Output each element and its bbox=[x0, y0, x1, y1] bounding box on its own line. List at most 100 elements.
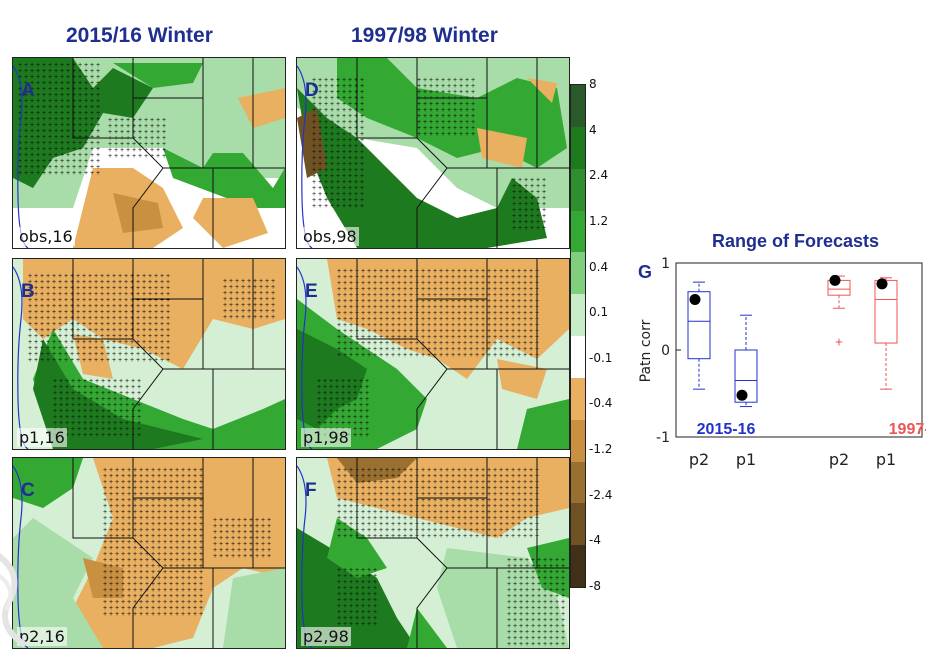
significance-marker: + bbox=[435, 107, 439, 114]
significance-marker: + bbox=[409, 292, 413, 299]
significance-marker: + bbox=[66, 164, 70, 171]
significance-marker: + bbox=[169, 557, 173, 564]
significance-marker: + bbox=[317, 396, 321, 403]
significance-marker: + bbox=[76, 345, 80, 352]
significance-marker: + bbox=[511, 497, 515, 504]
significance-marker: + bbox=[349, 352, 353, 359]
significance-marker: + bbox=[84, 104, 88, 111]
significance-marker: + bbox=[459, 101, 463, 108]
significance-marker: + bbox=[417, 77, 421, 84]
significance-marker: + bbox=[513, 605, 517, 612]
significance-marker: + bbox=[555, 599, 559, 606]
significance-marker: + bbox=[529, 346, 533, 353]
observed-value-dot bbox=[876, 278, 888, 290]
significance-marker: + bbox=[373, 615, 377, 622]
significance-marker: + bbox=[348, 155, 352, 162]
significance-marker: + bbox=[243, 529, 247, 536]
significance-marker: + bbox=[160, 351, 164, 358]
significance-marker: + bbox=[518, 177, 522, 184]
significance-marker: + bbox=[267, 535, 271, 542]
significance-marker: + bbox=[225, 529, 229, 536]
significance-marker: + bbox=[53, 420, 57, 427]
significance-marker: + bbox=[112, 279, 116, 286]
significance-marker: + bbox=[517, 527, 521, 534]
significance-marker: + bbox=[469, 491, 473, 498]
significance-marker: + bbox=[361, 521, 365, 528]
significance-marker: + bbox=[88, 339, 92, 346]
significance-marker: + bbox=[354, 137, 358, 144]
significance-marker: + bbox=[94, 273, 98, 280]
significance-marker: + bbox=[193, 521, 197, 528]
significance-marker: + bbox=[318, 185, 322, 192]
significance-marker: + bbox=[347, 384, 351, 391]
significance-marker: + bbox=[354, 149, 358, 156]
significance-marker: + bbox=[427, 286, 431, 293]
significance-marker: + bbox=[337, 268, 341, 275]
significance-marker: + bbox=[132, 153, 136, 160]
precip-region bbox=[13, 58, 153, 188]
significance-marker: + bbox=[154, 315, 158, 322]
significance-marker: + bbox=[499, 328, 503, 335]
significance-marker: + bbox=[397, 274, 401, 281]
significance-marker: + bbox=[142, 357, 146, 364]
significance-marker: + bbox=[361, 310, 365, 317]
significance-marker: + bbox=[439, 268, 443, 275]
significance-marker: + bbox=[511, 310, 515, 317]
significance-marker: + bbox=[493, 346, 497, 353]
significance-marker: + bbox=[64, 339, 68, 346]
significance-marker: + bbox=[213, 529, 217, 536]
significance-marker: + bbox=[403, 533, 407, 540]
significance-marker: + bbox=[531, 569, 535, 576]
significance-marker: + bbox=[429, 77, 433, 84]
significance-marker: + bbox=[519, 617, 523, 624]
significance-marker: + bbox=[70, 315, 74, 322]
significance-marker: + bbox=[499, 304, 503, 311]
significance-marker: + bbox=[361, 515, 365, 522]
significance-marker: + bbox=[187, 581, 191, 588]
significance-marker: + bbox=[78, 146, 82, 153]
significance-marker: + bbox=[481, 328, 485, 335]
significance-marker: + bbox=[136, 303, 140, 310]
significance-marker: + bbox=[343, 609, 347, 616]
significance-marker: + bbox=[373, 515, 377, 522]
significance-marker: + bbox=[82, 291, 86, 298]
significance-marker: + bbox=[385, 286, 389, 293]
significance-marker: + bbox=[555, 587, 559, 594]
significance-marker: + bbox=[151, 533, 155, 540]
significance-marker: + bbox=[463, 479, 467, 486]
significance-marker: + bbox=[76, 291, 80, 298]
significance-marker: + bbox=[342, 179, 346, 186]
significance-marker: + bbox=[95, 402, 99, 409]
significance-marker: + bbox=[70, 351, 74, 358]
significance-marker: + bbox=[531, 575, 535, 582]
significance-marker: + bbox=[131, 402, 135, 409]
significance-marker: + bbox=[537, 587, 541, 594]
significance-marker: + bbox=[160, 321, 164, 328]
significance-marker: + bbox=[60, 80, 64, 87]
significance-marker: + bbox=[343, 334, 347, 341]
significance-marker: + bbox=[433, 340, 437, 347]
significance-marker: + bbox=[439, 340, 443, 347]
significance-marker: + bbox=[151, 467, 155, 474]
significance-marker: + bbox=[317, 378, 321, 385]
precip-region bbox=[297, 329, 367, 429]
significance-marker: + bbox=[517, 310, 521, 317]
significance-marker: + bbox=[427, 316, 431, 323]
colorbar-segment bbox=[571, 419, 585, 462]
significance-marker: + bbox=[139, 503, 143, 510]
significance-marker: + bbox=[169, 479, 173, 486]
significance-marker: + bbox=[471, 83, 475, 90]
significance-marker: + bbox=[523, 292, 527, 299]
significance-marker: + bbox=[28, 285, 32, 292]
significance-marker: + bbox=[385, 467, 389, 474]
significance-marker: + bbox=[89, 420, 93, 427]
significance-marker: + bbox=[433, 515, 437, 522]
significance-marker: + bbox=[543, 587, 547, 594]
significance-marker: + bbox=[52, 333, 56, 340]
significance-marker: + bbox=[114, 117, 118, 124]
significance-marker: + bbox=[88, 309, 92, 316]
significance-marker: + bbox=[24, 80, 28, 87]
significance-marker: + bbox=[330, 179, 334, 186]
significance-marker: + bbox=[519, 605, 523, 612]
significance-marker: + bbox=[151, 503, 155, 510]
